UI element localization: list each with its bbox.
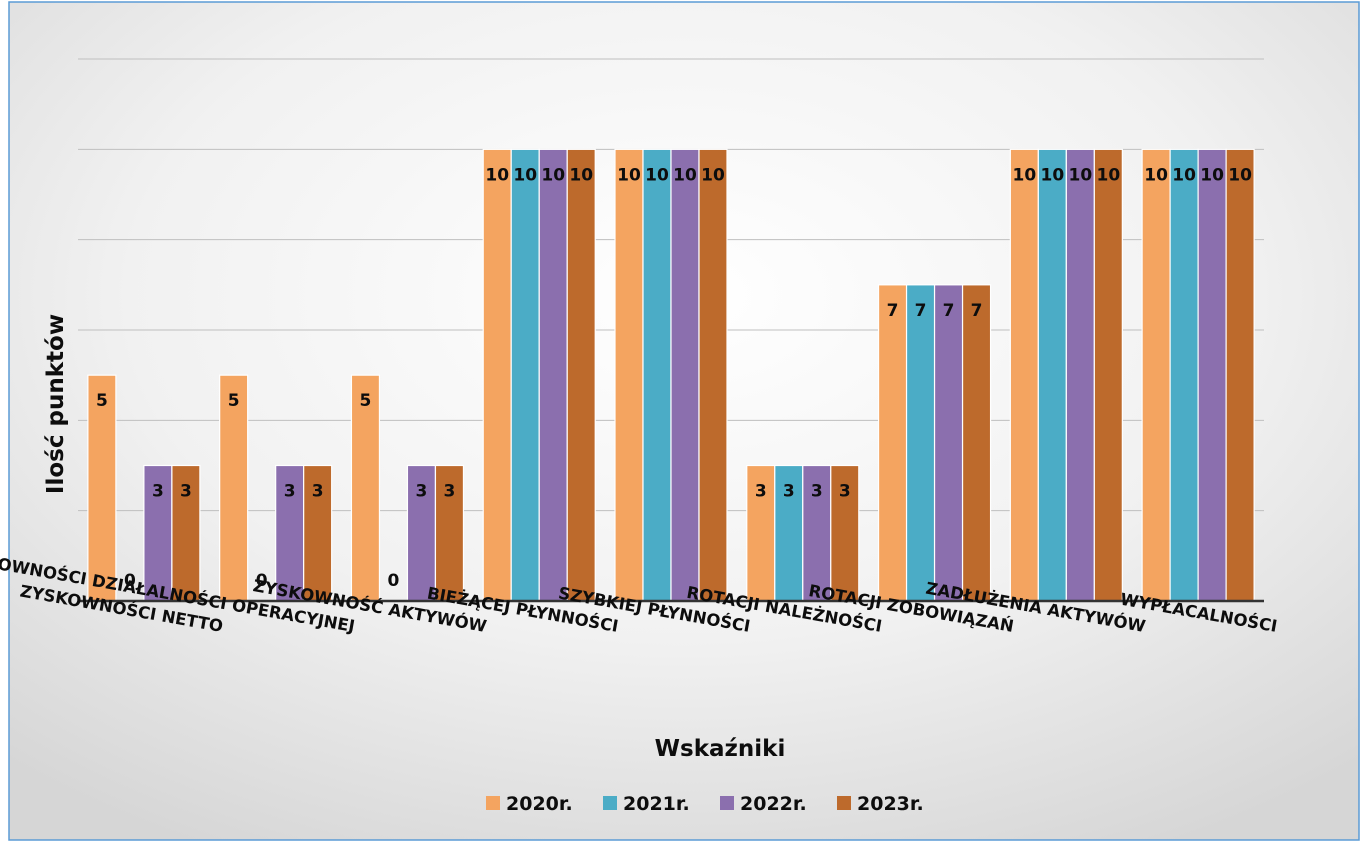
data-label: 10: [645, 165, 669, 185]
legend: 2020r. 2021r. 2022r. 2023r.: [486, 793, 924, 815]
data-label: 3: [839, 482, 851, 502]
bar: [87, 374, 117, 602]
bar: [1065, 148, 1095, 602]
legend-item: 2023r.: [837, 793, 924, 815]
data-label: 0: [388, 571, 400, 591]
bar: [219, 374, 249, 602]
bars: [87, 148, 1255, 602]
bar: [830, 464, 860, 602]
data-label: 10: [1096, 165, 1120, 185]
x-axis-title: Wskaźniki: [655, 736, 786, 762]
data-label: 3: [152, 482, 164, 502]
bar: [905, 284, 936, 602]
data-label: 7: [971, 301, 983, 321]
bar: [614, 148, 644, 602]
bar: [1225, 148, 1255, 602]
data-label: 7: [943, 301, 955, 321]
data-label: 10: [1172, 165, 1196, 185]
data-label: 10: [1012, 165, 1036, 185]
legend-label: 2022r.: [740, 793, 807, 815]
data-label: 3: [284, 482, 296, 502]
data-label: 10: [1200, 165, 1224, 185]
data-label: 0: [124, 571, 136, 591]
data-label: 3: [416, 482, 428, 502]
data-label: 10: [617, 165, 641, 185]
data-label: 7: [887, 301, 899, 321]
legend-label: 2023r.: [857, 793, 924, 815]
bar: [1009, 148, 1039, 602]
data-label: 10: [1068, 165, 1092, 185]
legend-item: 2020r.: [486, 793, 573, 815]
bar: [303, 464, 333, 602]
data-label: 10: [701, 165, 725, 185]
legend-swatch: [603, 796, 617, 810]
bar: [434, 464, 465, 602]
bar: [538, 148, 568, 602]
bar: [1093, 148, 1123, 602]
data-label: 5: [360, 391, 372, 411]
data-label: 3: [755, 482, 767, 502]
bar: [698, 148, 728, 602]
bar: [350, 374, 381, 602]
y-axis-title: Ilość punktów: [43, 314, 69, 494]
bar: [1037, 148, 1067, 602]
data-label: 3: [444, 482, 456, 502]
bar: [1197, 148, 1227, 602]
legend-label: 2021r.: [623, 793, 690, 815]
data-label: 10: [513, 165, 537, 185]
data-label: 10: [541, 165, 565, 185]
bar: [877, 284, 908, 602]
legend-swatch: [837, 796, 851, 810]
data-label: 3: [783, 482, 795, 502]
legend-label: 2020r.: [506, 793, 573, 815]
bar: [961, 284, 992, 602]
data-label: 10: [1144, 165, 1168, 185]
data-label: 5: [96, 391, 108, 411]
bar: [1141, 148, 1171, 602]
bar: [566, 148, 596, 602]
data-label: 10: [569, 165, 593, 185]
bar: [933, 284, 964, 602]
data-label: 0: [256, 571, 268, 591]
bar: [670, 148, 700, 602]
bar: [275, 464, 305, 602]
bar: [482, 148, 512, 602]
legend-swatch: [486, 796, 500, 810]
data-label: 3: [180, 482, 192, 502]
legend-item: 2022r.: [720, 793, 807, 815]
data-label: 10: [485, 165, 509, 185]
data-label: 10: [673, 165, 697, 185]
data-label: 10: [1040, 165, 1064, 185]
bar: [510, 148, 540, 602]
data-label: 5: [228, 391, 240, 411]
bar: [1169, 148, 1199, 602]
data-label: 3: [312, 482, 324, 502]
legend-item: 2021r.: [603, 793, 690, 815]
legend-swatch: [720, 796, 734, 810]
bar: [642, 148, 672, 602]
data-label: 10: [1228, 165, 1252, 185]
data-label: 7: [915, 301, 927, 321]
data-label: 3: [811, 482, 823, 502]
